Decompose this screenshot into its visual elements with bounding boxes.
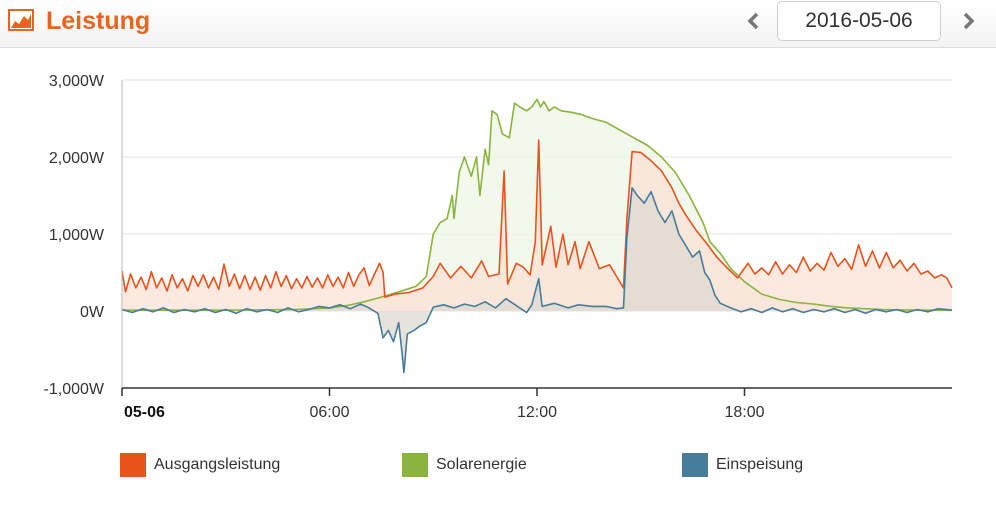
y-tick-label: 0W [80, 304, 105, 321]
header-bar: Leistung 2016-05-06 [0, 0, 996, 48]
date-field[interactable]: 2016-05-06 [777, 1, 941, 41]
legend-label: Ausgangsleistung [154, 456, 281, 473]
area-chart-icon [8, 9, 34, 31]
x-tick-label: 12:00 [517, 404, 557, 421]
legend-label: Einspeisung [716, 456, 804, 473]
series-line-einspeisung[interactable] [121, 187, 953, 374]
page-title: Leistung [46, 7, 151, 35]
legend-item-ausgangsleistung[interactable]: Ausgangsleistung [120, 452, 280, 478]
legend-swatch [402, 453, 428, 477]
x-tick-label: 06:00 [309, 404, 349, 421]
y-tick-label: 2,000W [49, 150, 105, 167]
legend-swatch [682, 453, 708, 477]
legend-item-einspeisung[interactable]: Einspeisung [682, 452, 803, 478]
y-tick-label: 1,000W [49, 227, 105, 244]
chevron-right-icon[interactable] [958, 10, 978, 32]
legend-item-solarenergie[interactable]: Solarenergie [402, 452, 527, 478]
x-tick-label: 05-06 [124, 404, 165, 421]
y-tick-label: 3,000W [49, 73, 105, 90]
power-chart: -1,000W 0W 1,000W 2,000W 3,000W 05-06 06:00 12:… [44, 73, 953, 421]
legend-label: Solarenergie [436, 456, 527, 473]
series-line-solarenergie[interactable] [122, 98, 952, 312]
series-line-ausgangsleistung[interactable] [121, 139, 953, 298]
legend-swatch [120, 453, 146, 477]
y-tick-label: -1,000W [44, 381, 105, 398]
chevron-left-icon[interactable] [744, 10, 764, 32]
x-tick-label: 18:00 [724, 404, 764, 421]
